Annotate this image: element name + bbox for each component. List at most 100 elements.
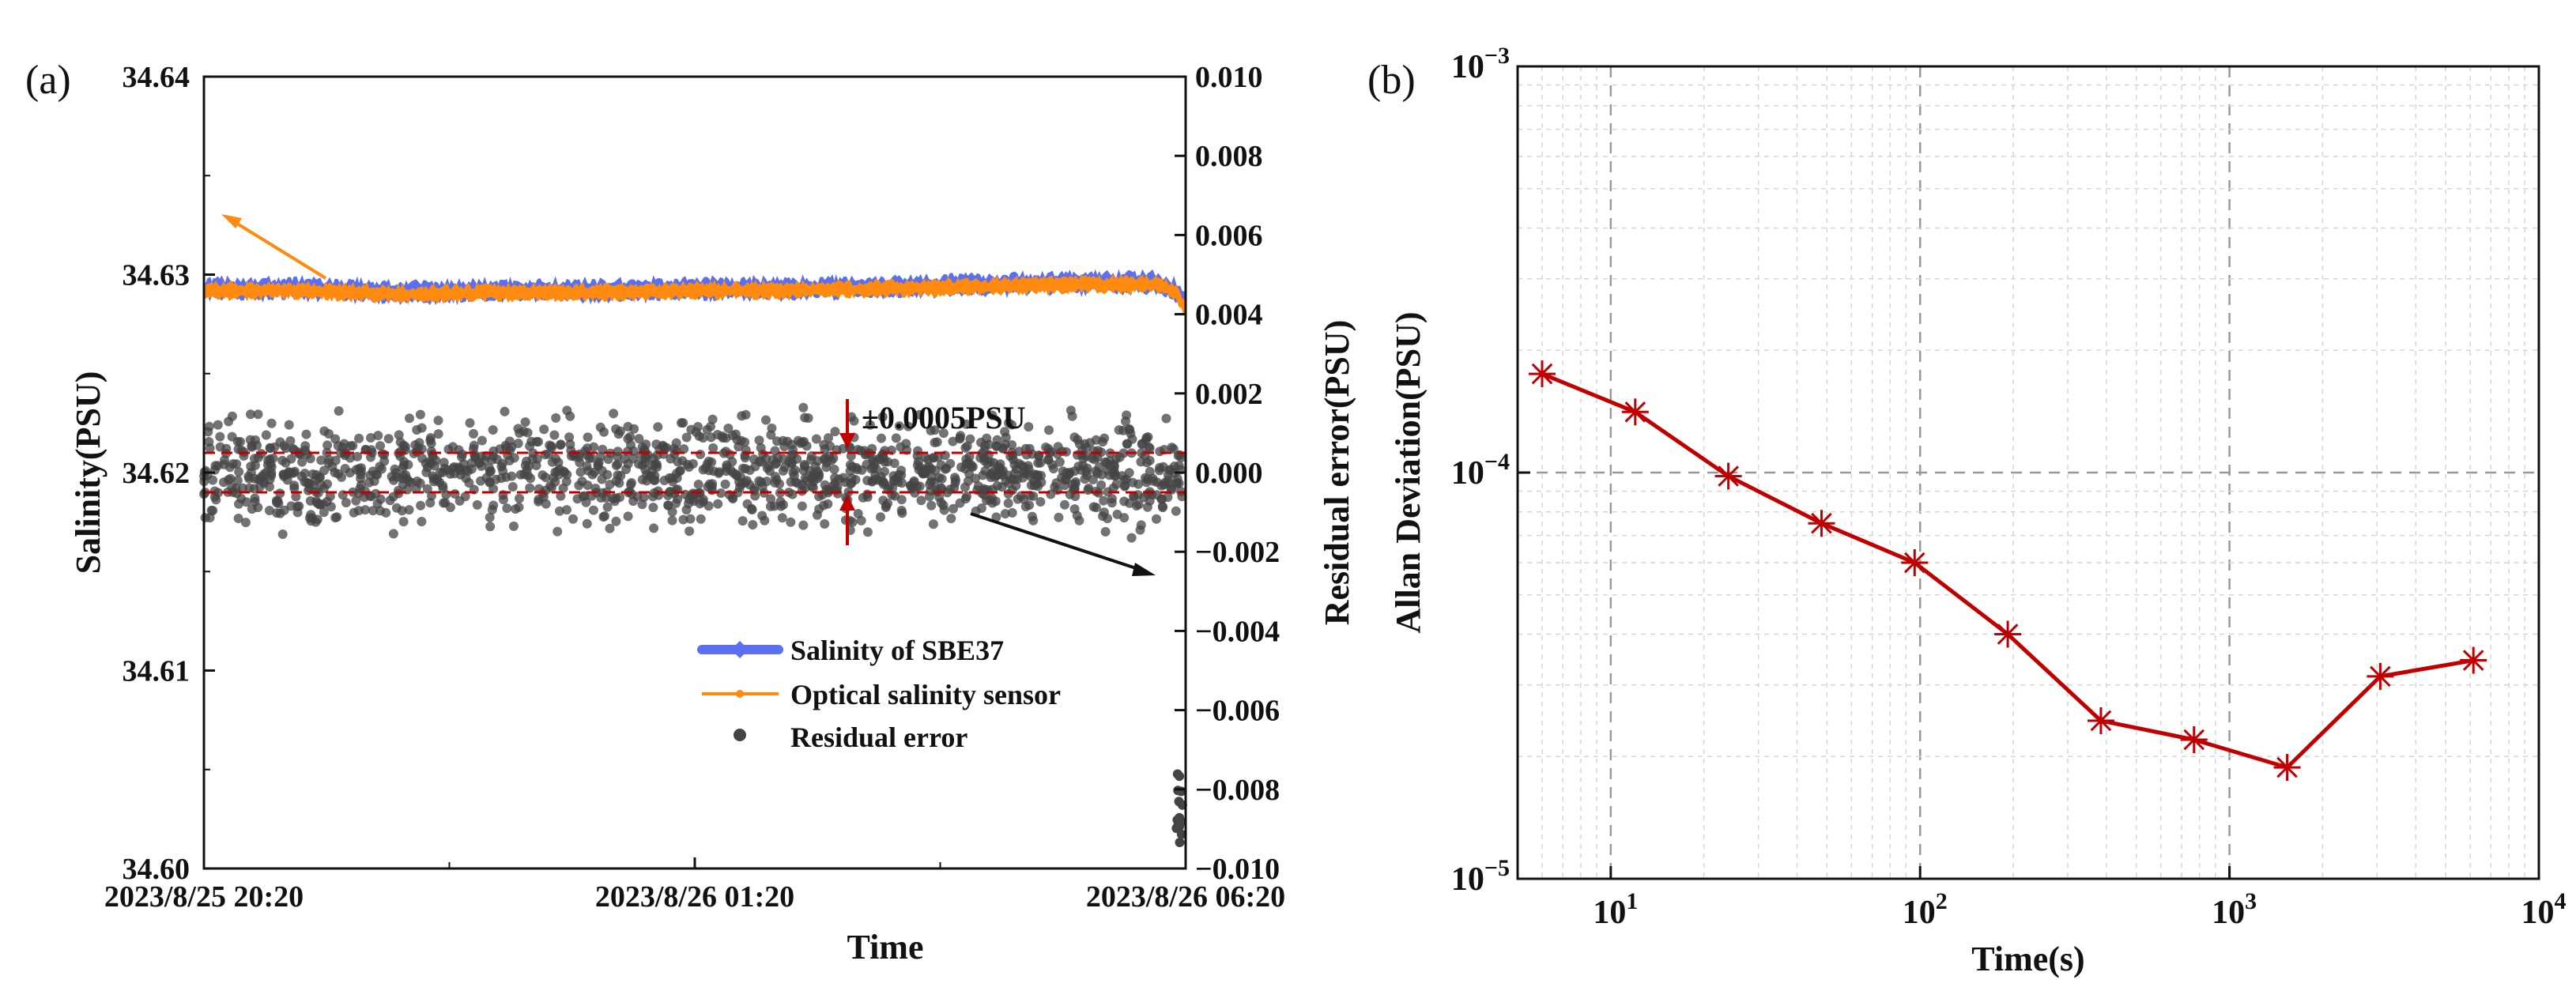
residual-error-point	[685, 526, 695, 537]
panel-a-legend: Salinity of SBE37 Optical salinity senso…	[697, 635, 1061, 753]
residual-error-point	[445, 503, 455, 512]
panel-a-plot-area	[199, 269, 1187, 847]
residual-error-point	[936, 484, 946, 494]
residual-error-point	[623, 421, 633, 431]
residual-error-point	[500, 406, 510, 416]
allan-deviation-point	[1714, 462, 1742, 490]
residual-error-point	[924, 462, 934, 472]
residual-error-point	[679, 444, 689, 454]
residual-error-point	[829, 465, 839, 474]
x-tick-label: 103	[2212, 888, 2257, 931]
residual-error-point	[268, 453, 278, 463]
residual-error-point	[786, 439, 797, 450]
residual-error-point	[748, 520, 758, 529]
legend-optical-text: Optical salinity sensor	[790, 679, 1061, 710]
residual-error-point	[495, 444, 505, 454]
residual-error-point	[819, 500, 829, 511]
residual-error-point	[703, 501, 714, 511]
y-tick-label: 34.62	[123, 457, 190, 490]
residual-error-point	[553, 526, 563, 537]
residual-error-point	[830, 427, 840, 437]
residual-error-point	[472, 499, 482, 510]
residual-error-point	[847, 412, 857, 422]
x-tick-label: 104	[2521, 888, 2567, 931]
residual-error-point	[232, 436, 243, 446]
residual-error-point	[410, 440, 421, 450]
residual-error-point	[949, 483, 960, 493]
residual-error-point	[673, 457, 683, 467]
residual-error-point	[372, 469, 383, 480]
residual-error-point	[435, 477, 445, 488]
residual-error-point	[720, 479, 730, 489]
residual-error-point	[1088, 502, 1099, 512]
residual-error-point	[1009, 474, 1019, 484]
residual-error-point	[1152, 514, 1161, 524]
residual-error-point	[322, 440, 333, 450]
residual-error-point	[206, 505, 217, 515]
residual-error-point	[474, 458, 485, 468]
allan-deviation-point	[1528, 360, 1556, 388]
residual-error-point	[881, 503, 891, 512]
residual-error-point	[326, 502, 336, 512]
residual-error-point	[611, 461, 621, 470]
residual-error-point	[696, 450, 705, 459]
residual-error-point	[394, 430, 404, 440]
residual-error-point	[488, 451, 499, 462]
residual-error-point	[315, 499, 326, 510]
residual-error-point	[396, 446, 406, 456]
y2-tick-label: 0.004	[1195, 299, 1263, 332]
residual-error-point	[648, 503, 658, 513]
residual-error-point	[1174, 797, 1184, 807]
residual-error-point	[488, 425, 498, 435]
residual-error-point	[876, 512, 885, 522]
residual-error-point	[1052, 449, 1062, 459]
residual-error-point	[1072, 511, 1082, 521]
residual-error-point	[433, 429, 443, 439]
residual-error-point	[649, 475, 659, 485]
panel-a-xlabel: Time	[847, 928, 924, 966]
residual-error-point	[926, 500, 937, 511]
residual-error-point	[353, 506, 364, 516]
residual-error-point	[639, 492, 649, 503]
residual-error-point	[938, 428, 949, 439]
residual-error-point	[233, 514, 243, 523]
residual-error-point	[771, 459, 781, 469]
panel-b-xlabel: Time(s)	[1971, 940, 2084, 978]
residual-error-point	[383, 434, 394, 444]
residual-error-point	[765, 501, 775, 511]
residual-error-point	[319, 465, 330, 476]
residual-error-point	[549, 430, 560, 440]
residual-error-point	[1121, 416, 1130, 427]
residual-error-point	[574, 480, 584, 491]
residual-error-point	[811, 434, 821, 444]
marker-stroke	[1531, 363, 1553, 385]
residual-error-point	[681, 432, 692, 443]
y2-tick-label: 0.002	[1195, 378, 1263, 411]
residual-error-point	[798, 465, 809, 476]
residual-error-point	[667, 515, 677, 526]
residual-error-point	[284, 420, 294, 430]
panel-a-label: (a)	[25, 58, 71, 103]
residual-error-point	[319, 426, 330, 436]
residual-error-point	[939, 505, 949, 515]
residual-error-point	[551, 413, 561, 423]
residual-error-point	[537, 470, 548, 480]
residual-error-point	[702, 424, 712, 435]
residual-error-point	[1101, 458, 1111, 468]
residual-error-point	[659, 476, 669, 485]
residual-error-point	[404, 505, 414, 515]
residual-error-point	[1060, 499, 1069, 510]
residual-error-point	[685, 514, 696, 524]
residual-error-point	[422, 484, 432, 494]
residual-error-point	[1065, 469, 1074, 479]
residual-error-point	[1083, 485, 1093, 495]
residual-error-point	[985, 495, 995, 505]
residual-error-point	[1172, 477, 1182, 488]
residual-error-point	[583, 443, 592, 454]
residual-error-point	[691, 488, 701, 499]
residual-error-point	[300, 469, 310, 478]
residual-error-point	[1154, 465, 1164, 476]
residual-error-point	[946, 514, 956, 524]
residual-error-point	[909, 477, 919, 488]
